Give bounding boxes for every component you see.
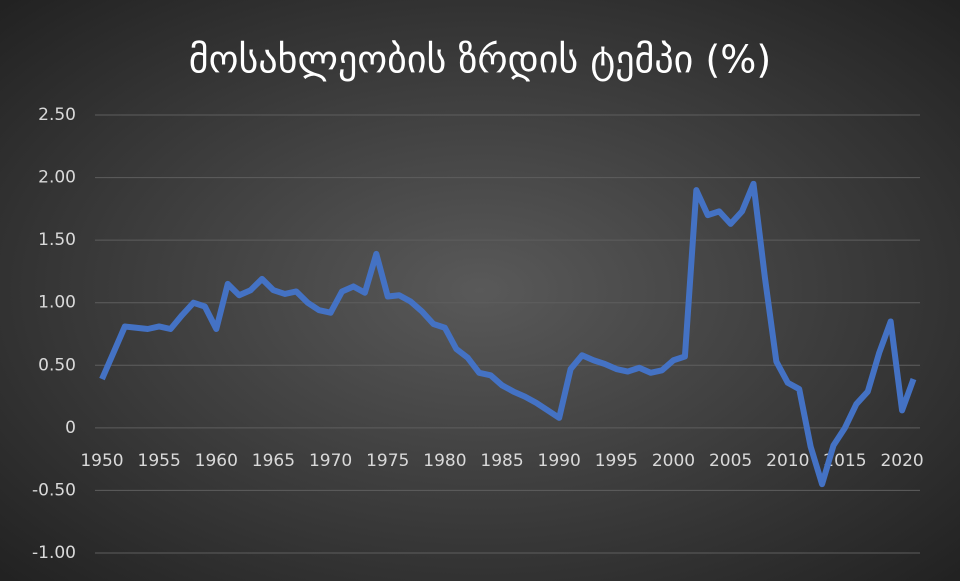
- x-tick-label: 2010: [766, 451, 809, 471]
- y-tick-label: -0.50: [32, 480, 76, 500]
- x-tick-label: 1985: [480, 451, 523, 471]
- y-tick-label: 0.50: [38, 355, 76, 375]
- x-tick-label: 2015: [823, 451, 866, 471]
- x-tick-label: 1990: [538, 451, 581, 471]
- x-tick-label: 1965: [252, 451, 295, 471]
- y-tick-label: 2.00: [38, 168, 76, 188]
- x-tick-label: 1995: [595, 451, 638, 471]
- x-tick-label: 1960: [195, 451, 238, 471]
- x-tick-label: 1950: [80, 451, 123, 471]
- chart-title: მოსახლეობის ზრდის ტემპი (%): [189, 38, 771, 82]
- x-tick-label: 1975: [366, 451, 409, 471]
- y-tick-label: 0: [65, 418, 76, 438]
- x-tick-label: 2005: [709, 451, 752, 471]
- y-tick-label: 1.50: [38, 230, 76, 250]
- y-tick-label: -1.00: [32, 543, 76, 563]
- data-line: [99, 180, 917, 488]
- y-tick-label: 1.00: [38, 293, 76, 313]
- x-tick-label: 2000: [652, 451, 695, 471]
- x-tick-label: 2020: [880, 451, 923, 471]
- x-tick-label: 1955: [138, 451, 181, 471]
- y-tick-label: 2.50: [38, 105, 76, 125]
- x-tick-label: 1970: [309, 451, 352, 471]
- x-tick-label: 1980: [423, 451, 466, 471]
